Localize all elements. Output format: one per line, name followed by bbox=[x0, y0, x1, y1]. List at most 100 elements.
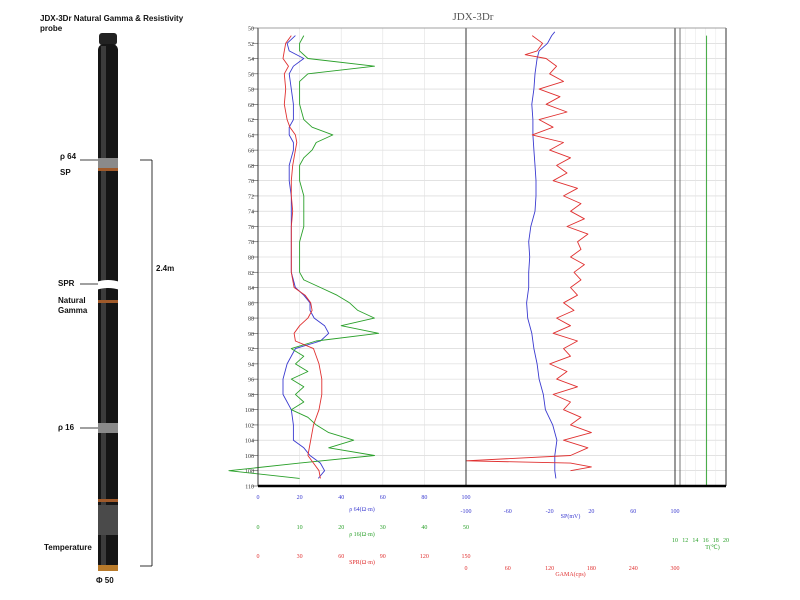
curve-rho16 bbox=[228, 35, 380, 479]
depth-tick-label: 68 bbox=[248, 164, 254, 170]
scale-tick-label-rho64: 0 bbox=[257, 495, 260, 501]
scale-tick-label-sp: -60 bbox=[504, 509, 512, 515]
scale-tick-label-rho16: 30 bbox=[380, 525, 386, 531]
probe-label-spr: SPR bbox=[58, 279, 75, 288]
depth-grid: 50 52 54 56 58 60 62 64 66 68 70 72 74 76 78 80 82 84 86 88… bbox=[245, 27, 726, 491]
depth-tick-label: 50 bbox=[248, 27, 254, 33]
probe-band-gamma bbox=[98, 300, 118, 303]
probe-highlight bbox=[101, 46, 106, 566]
scale-axis-label-rho16: ρ 16(Ω·m) bbox=[349, 531, 375, 538]
scale-axis-label-temp: T(℃) bbox=[705, 544, 719, 551]
probe-label-diameter: Φ 50 bbox=[96, 576, 114, 585]
probe-label-sp: SP bbox=[60, 168, 71, 177]
scale-axis-label-gamma: GAMA(cps) bbox=[555, 571, 585, 578]
scale-tick-label-spr: 60 bbox=[338, 554, 344, 560]
depth-tick-label: 56 bbox=[248, 72, 254, 78]
scale-tick-label-sp: 60 bbox=[630, 509, 636, 515]
scale-tick-label-rho16: 10 bbox=[297, 525, 303, 531]
scale-axis-label-rho64: ρ 64(Ω·m) bbox=[349, 506, 375, 513]
scale-tick-label-gamma: 180 bbox=[587, 566, 596, 572]
depth-tick-label: 90 bbox=[248, 332, 254, 338]
scale-tick-label-sp: -100 bbox=[461, 509, 472, 515]
depth-tick-label: 82 bbox=[248, 271, 254, 277]
scale-tick-label-gamma: 300 bbox=[671, 566, 680, 572]
scale-tick-label-rho64: 80 bbox=[421, 495, 427, 501]
depth-tick-label: 76 bbox=[248, 225, 254, 231]
scale-tick-label-temp: 12 bbox=[682, 538, 688, 544]
depth-tick-label: 102 bbox=[245, 423, 254, 429]
depth-tick-label: 98 bbox=[248, 393, 254, 399]
depth-tick-label: 62 bbox=[248, 118, 254, 124]
depth-tick-label: 88 bbox=[248, 317, 254, 323]
depth-tick-label: 94 bbox=[248, 362, 254, 368]
depth-tick-label: 110 bbox=[245, 485, 254, 491]
probe-label-gamma: Natural Gamma bbox=[58, 296, 88, 315]
chart-frame bbox=[257, 27, 727, 488]
probe-band-lower bbox=[98, 499, 118, 502]
scale-tick-label-gamma: 120 bbox=[545, 566, 554, 572]
probe-tip bbox=[98, 565, 118, 571]
probe-title: JDX-3Dr Natural Gamma & Resistivity prob… bbox=[40, 14, 184, 33]
probe-band-sp bbox=[98, 168, 118, 171]
probe-break bbox=[96, 280, 120, 290]
scale-axis-label-sp: SP(mV) bbox=[561, 513, 581, 520]
depth-tick-label: 60 bbox=[248, 103, 254, 109]
curve-sp bbox=[526, 31, 558, 479]
scale-tick-label-gamma: 240 bbox=[629, 566, 638, 572]
probe-band-rho16 bbox=[98, 423, 118, 433]
depth-tick-label: 100 bbox=[245, 408, 254, 414]
scale-tick-label-gamma: 60 bbox=[505, 566, 511, 572]
scale-tick-label-rho64: 20 bbox=[297, 495, 303, 501]
depth-tick-label: 70 bbox=[248, 179, 254, 185]
probe-band-temp bbox=[98, 505, 118, 535]
probe-label-rho16: ρ 16 bbox=[58, 423, 75, 432]
scale-tick-label-rho64: 100 bbox=[462, 495, 471, 501]
depth-tick-label: 86 bbox=[248, 301, 254, 307]
chart-title: JDX-3Dr bbox=[453, 11, 494, 23]
probe-diagram bbox=[80, 33, 153, 571]
depth-tick-label: 78 bbox=[248, 240, 254, 246]
probe-top-cap bbox=[99, 33, 117, 45]
scale-tick-label-sp: 20 bbox=[588, 509, 594, 515]
depth-tick-label: 64 bbox=[248, 133, 254, 139]
depth-tick-label: 66 bbox=[248, 149, 254, 155]
scale-tick-label-spr: 120 bbox=[420, 554, 429, 560]
scale-tick-label-temp: 14 bbox=[692, 538, 698, 544]
depth-tick-label: 58 bbox=[248, 88, 254, 94]
scale-tick-label-rho16: 0 bbox=[257, 525, 260, 531]
depth-tick-label: 96 bbox=[248, 378, 254, 384]
scale-tick-label-spr: 30 bbox=[297, 554, 303, 560]
scale-tick-label-rho16: 50 bbox=[463, 525, 469, 531]
curve-gamma bbox=[465, 35, 592, 472]
depth-tick-label: 106 bbox=[245, 454, 254, 460]
probe-label-temp: Temperature bbox=[44, 543, 92, 552]
depth-tick-label: 84 bbox=[248, 286, 254, 292]
scale-tick-label-temp: 16 bbox=[703, 538, 709, 544]
log-curves bbox=[228, 31, 708, 486]
probe-label-length: 2.4m bbox=[156, 264, 175, 273]
scale-tick-label-spr: 90 bbox=[380, 554, 386, 560]
depth-tick-label: 74 bbox=[248, 210, 254, 216]
scale-tick-label-rho16: 40 bbox=[421, 525, 427, 531]
scale-tick-label-temp: 10 bbox=[672, 538, 678, 544]
scale-tick-label-rho64: 40 bbox=[338, 495, 344, 501]
scale-tick-label-sp: 100 bbox=[671, 509, 680, 515]
depth-tick-label: 104 bbox=[245, 439, 254, 445]
scale-tick-label-sp: -20 bbox=[546, 509, 554, 515]
scale-tick-label-rho64: 60 bbox=[380, 495, 386, 501]
depth-tick-label: 108 bbox=[245, 469, 254, 475]
scale-tick-label-spr: 150 bbox=[462, 554, 471, 560]
scale-tick-label-gamma: 0 bbox=[465, 566, 468, 572]
scale-tick-label-temp: 18 bbox=[713, 538, 719, 544]
probe-band-rho64 bbox=[98, 158, 118, 168]
depth-tick-label: 54 bbox=[248, 57, 254, 63]
probe-label-rho64: ρ 64 bbox=[60, 152, 77, 161]
scale-tick-label-spr: 0 bbox=[257, 554, 260, 560]
depth-tick-label: 72 bbox=[248, 194, 254, 200]
curve-spr bbox=[282, 35, 323, 479]
depth-tick-label: 52 bbox=[248, 42, 254, 48]
depth-tick-label: 80 bbox=[248, 256, 254, 262]
scale-tick-label-rho16: 20 bbox=[338, 525, 344, 531]
